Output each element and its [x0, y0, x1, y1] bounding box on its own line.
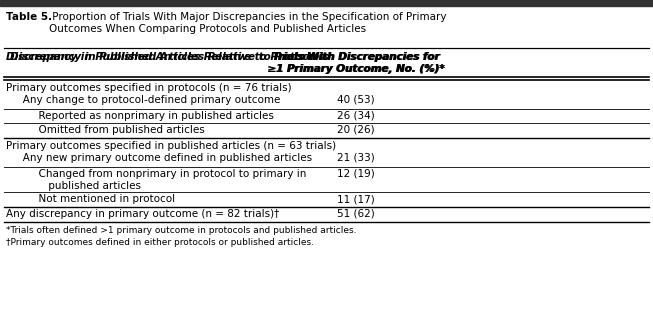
Text: Any discrepancy in primary outcome (n = 82 trials)†: Any discrepancy in primary outcome (n = … — [6, 209, 279, 219]
Text: Proportion of Trials With Major Discrepancies in the Specification of Primary
Ou: Proportion of Trials With Major Discrepa… — [49, 12, 447, 34]
Text: 21 (33): 21 (33) — [337, 153, 375, 163]
Text: 26 (34): 26 (34) — [337, 111, 375, 121]
Text: 20 (26): 20 (26) — [337, 125, 375, 135]
Text: *Trials often defined >1 primary outcome in protocols and published articles.: *Trials often defined >1 primary outcome… — [6, 226, 357, 235]
Text: Any change to protocol-defined primary outcome: Any change to protocol-defined primary o… — [13, 95, 280, 105]
Text: Any new primary outcome defined in published articles: Any new primary outcome defined in publi… — [13, 153, 312, 163]
Text: Omitted from published articles: Omitted from published articles — [19, 125, 205, 135]
Text: Not mentioned in protocol: Not mentioned in protocol — [19, 194, 175, 204]
Text: 11 (17): 11 (17) — [337, 194, 375, 204]
Text: Changed from nonprimary in protocol to primary in
         published articles: Changed from nonprimary in protocol to p… — [19, 169, 306, 190]
Text: Table 5.: Table 5. — [6, 12, 52, 23]
Text: 51 (62): 51 (62) — [337, 209, 375, 219]
Text: Trials With Discrepancies for
≥1 Primary Outcome, No. (%)*: Trials With Discrepancies for ≥1 Primary… — [268, 52, 445, 74]
Text: Discrepancy in Published Articles Relative to Protocols: Discrepancy in Published Articles Relati… — [6, 52, 325, 62]
Bar — [0, 0, 653, 5]
Text: Primary outcomes specified in protocols (n = 76 trials): Primary outcomes specified in protocols … — [6, 83, 292, 93]
Text: †Primary outcomes defined in either protocols or published articles.: †Primary outcomes defined in either prot… — [6, 238, 314, 247]
Text: 40 (53): 40 (53) — [337, 95, 375, 105]
Text: Discrepancy in Published Articles Relative to Protocols: Discrepancy in Published Articles Relati… — [10, 52, 329, 62]
Text: Reported as nonprimary in published articles: Reported as nonprimary in published arti… — [19, 111, 274, 121]
Text: Trials With Discrepancies for
≥1 Primary Outcome, No. (%)*: Trials With Discrepancies for ≥1 Primary… — [267, 52, 445, 74]
Text: Primary outcomes specified in published articles (n = 63 trials): Primary outcomes specified in published … — [6, 141, 336, 151]
Text: 12 (19): 12 (19) — [337, 169, 375, 179]
